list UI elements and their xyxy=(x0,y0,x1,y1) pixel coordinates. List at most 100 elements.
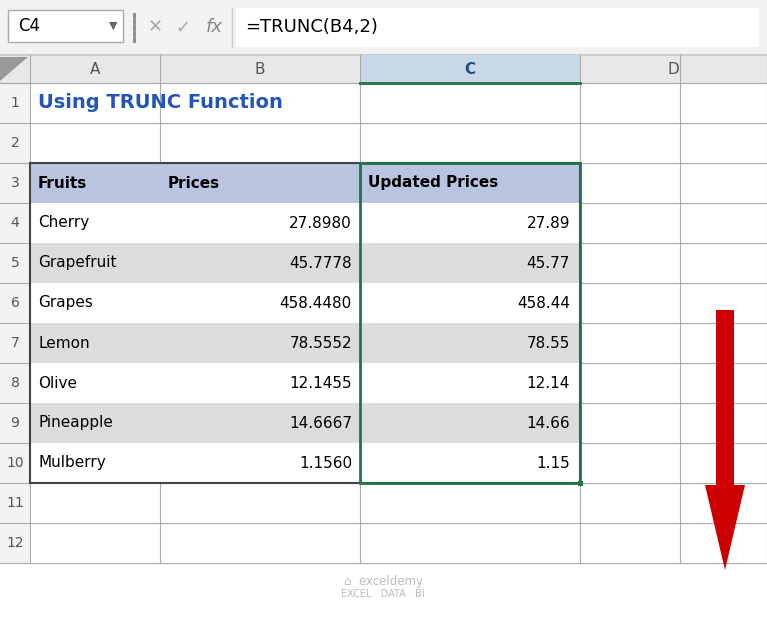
Text: C4: C4 xyxy=(18,17,40,35)
Bar xyxy=(580,403,680,443)
Bar xyxy=(0,283,30,323)
Text: 458.44: 458.44 xyxy=(517,296,570,310)
Bar xyxy=(580,83,680,123)
Text: 5: 5 xyxy=(11,256,19,270)
Bar xyxy=(160,363,360,403)
Bar xyxy=(160,203,360,243)
Bar xyxy=(0,403,30,443)
Bar xyxy=(160,243,360,283)
Bar xyxy=(580,363,680,403)
Bar xyxy=(360,443,580,483)
Bar xyxy=(360,203,580,243)
Bar xyxy=(0,163,30,203)
Bar xyxy=(580,163,680,203)
Text: 3: 3 xyxy=(11,176,19,190)
Text: Fruits: Fruits xyxy=(38,176,87,191)
Bar xyxy=(580,283,680,323)
Bar xyxy=(30,163,160,203)
Bar xyxy=(578,481,582,486)
Bar xyxy=(360,323,580,363)
Bar xyxy=(360,243,580,283)
Bar xyxy=(30,363,160,403)
Text: C: C xyxy=(465,61,476,76)
Text: 8: 8 xyxy=(11,376,19,390)
Bar xyxy=(580,483,680,523)
Bar xyxy=(160,443,360,483)
Bar xyxy=(0,203,30,243)
Bar xyxy=(0,0,767,55)
Bar xyxy=(30,443,160,483)
Bar xyxy=(160,83,360,123)
Text: ✕: ✕ xyxy=(147,19,163,37)
Bar xyxy=(360,163,580,203)
Bar xyxy=(30,363,160,403)
Polygon shape xyxy=(705,485,745,570)
Bar xyxy=(30,323,160,363)
Text: Mulberry: Mulberry xyxy=(38,455,106,471)
Bar xyxy=(360,55,580,83)
Bar xyxy=(30,283,160,323)
Bar xyxy=(580,323,680,363)
Text: Olive: Olive xyxy=(38,376,77,391)
Bar xyxy=(160,403,360,443)
Bar xyxy=(30,523,160,563)
Bar xyxy=(30,203,160,243)
Text: =TRUNC(B4,2): =TRUNC(B4,2) xyxy=(245,19,378,37)
Text: 78.55: 78.55 xyxy=(527,335,570,350)
Text: 4: 4 xyxy=(11,216,19,230)
Text: 27.8980: 27.8980 xyxy=(289,215,352,230)
Bar xyxy=(360,523,580,563)
Text: Pineapple: Pineapple xyxy=(38,415,113,430)
Polygon shape xyxy=(0,57,28,81)
Bar xyxy=(160,163,360,203)
Text: ✓: ✓ xyxy=(176,19,190,37)
Bar xyxy=(0,55,767,83)
Bar xyxy=(580,123,680,163)
Bar xyxy=(160,203,360,243)
Bar xyxy=(580,203,680,243)
Text: Using TRUNC Function: Using TRUNC Function xyxy=(38,94,283,112)
Bar xyxy=(360,483,580,523)
Text: Updated Prices: Updated Prices xyxy=(368,176,499,191)
Text: 9: 9 xyxy=(11,416,19,430)
Bar xyxy=(30,483,160,523)
Text: 78.5552: 78.5552 xyxy=(289,335,352,350)
Text: 10: 10 xyxy=(6,456,24,470)
Bar xyxy=(0,523,30,563)
Bar xyxy=(580,443,680,483)
Bar xyxy=(160,363,360,403)
Bar xyxy=(360,363,580,403)
Bar xyxy=(160,123,360,163)
Bar xyxy=(360,443,580,483)
Text: 12: 12 xyxy=(6,536,24,550)
Text: 45.77: 45.77 xyxy=(527,255,570,271)
Bar xyxy=(160,323,360,363)
Text: 1.15: 1.15 xyxy=(536,455,570,471)
Bar xyxy=(160,483,360,523)
Text: B: B xyxy=(255,61,265,76)
Text: 12.1455: 12.1455 xyxy=(289,376,352,391)
Text: 1: 1 xyxy=(11,96,19,110)
Bar xyxy=(8,10,123,42)
Bar xyxy=(30,403,160,443)
Bar xyxy=(360,323,580,363)
Text: 11: 11 xyxy=(6,496,24,510)
Bar xyxy=(580,523,680,563)
Bar xyxy=(360,403,580,443)
Bar xyxy=(716,310,734,485)
Text: ⌂  exceldemy: ⌂ exceldemy xyxy=(344,575,423,588)
Bar xyxy=(0,363,30,403)
Bar xyxy=(0,83,30,123)
Bar xyxy=(360,123,580,163)
Bar xyxy=(0,323,30,363)
Bar xyxy=(30,83,160,123)
Text: A: A xyxy=(90,61,100,76)
Bar xyxy=(360,83,580,123)
Text: Grapes: Grapes xyxy=(38,296,93,310)
Text: 45.7778: 45.7778 xyxy=(289,255,352,271)
Text: 27.89: 27.89 xyxy=(526,215,570,230)
Text: ▼: ▼ xyxy=(109,21,117,31)
Bar xyxy=(160,523,360,563)
Bar xyxy=(30,323,160,363)
Bar xyxy=(30,123,160,163)
